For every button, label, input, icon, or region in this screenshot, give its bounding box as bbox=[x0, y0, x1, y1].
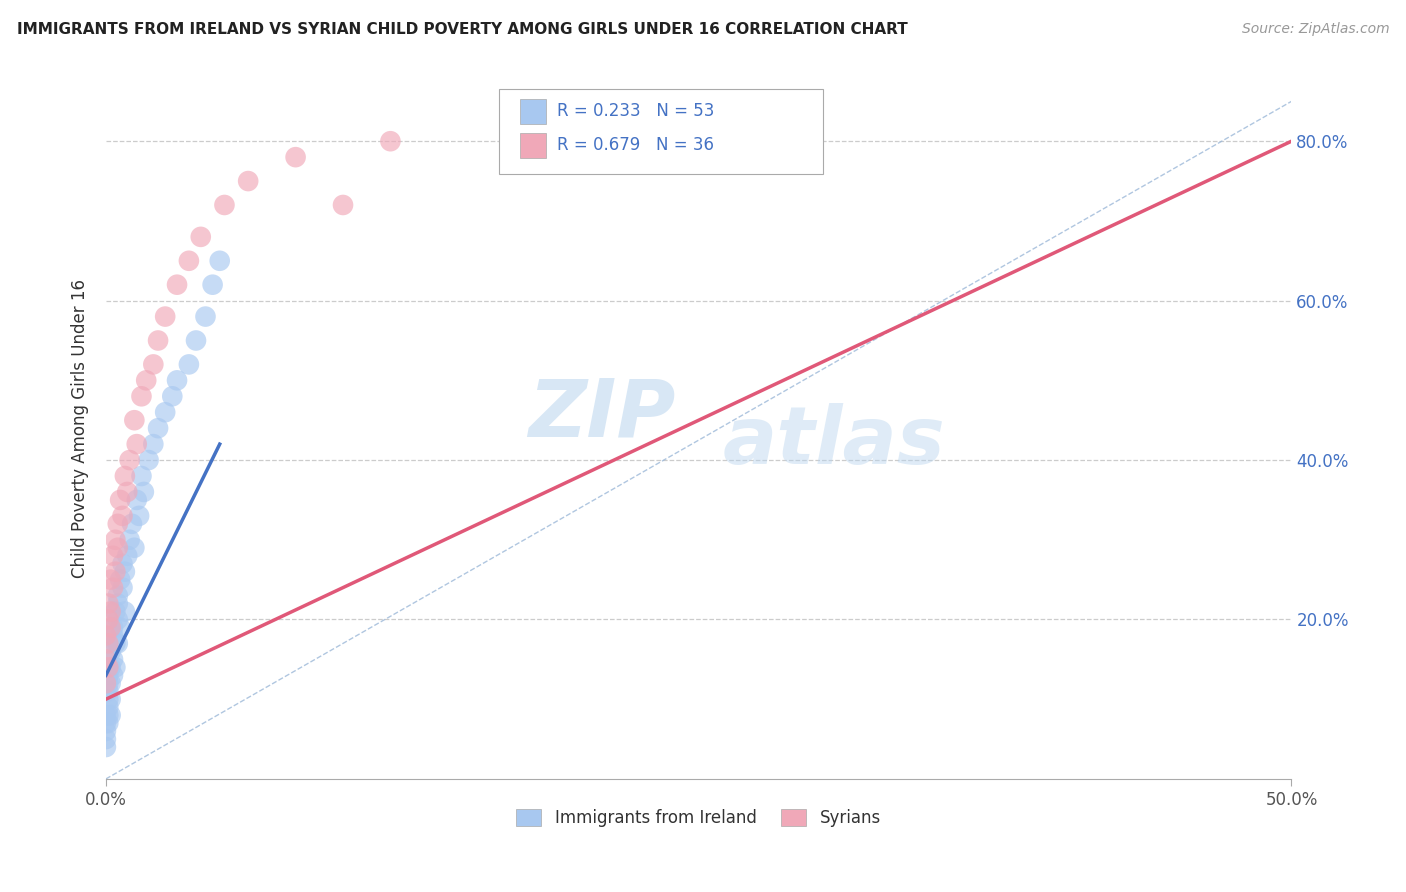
Point bbox=[153, 405, 176, 419]
Point bbox=[332, 198, 354, 212]
Point bbox=[284, 150, 307, 164]
Point bbox=[104, 565, 127, 579]
Point bbox=[108, 620, 131, 634]
Point bbox=[132, 485, 155, 500]
Point bbox=[94, 716, 117, 731]
Point bbox=[131, 469, 153, 483]
Text: IMMIGRANTS FROM IRELAND VS SYRIAN CHILD POVERTY AMONG GIRLS UNDER 16 CORRELATION: IMMIGRANTS FROM IRELAND VS SYRIAN CHILD … bbox=[17, 22, 908, 37]
Point bbox=[142, 358, 165, 372]
Point bbox=[100, 620, 122, 634]
Point bbox=[97, 692, 120, 706]
Text: Source: ZipAtlas.com: Source: ZipAtlas.com bbox=[1241, 22, 1389, 37]
Point bbox=[118, 453, 141, 467]
Point bbox=[94, 652, 117, 666]
Point bbox=[111, 581, 134, 595]
Point bbox=[107, 597, 129, 611]
Point bbox=[107, 589, 129, 603]
Point bbox=[107, 636, 129, 650]
Point bbox=[108, 492, 131, 507]
Point bbox=[100, 573, 122, 587]
Point bbox=[101, 581, 124, 595]
Point bbox=[97, 668, 120, 682]
Text: ZIP: ZIP bbox=[527, 376, 675, 453]
Point bbox=[125, 437, 148, 451]
Point bbox=[146, 334, 169, 348]
Point bbox=[97, 676, 120, 690]
Point bbox=[142, 437, 165, 451]
Point bbox=[97, 708, 120, 723]
Point bbox=[101, 652, 124, 666]
Point bbox=[97, 636, 120, 650]
Point bbox=[101, 628, 124, 642]
Legend: Immigrants from Ireland, Syrians: Immigrants from Ireland, Syrians bbox=[509, 802, 887, 834]
Point bbox=[97, 716, 120, 731]
Point bbox=[104, 660, 127, 674]
Point bbox=[124, 541, 146, 555]
Point bbox=[153, 310, 176, 324]
Text: R = 0.679   N = 36: R = 0.679 N = 36 bbox=[557, 136, 714, 154]
Point bbox=[101, 620, 124, 634]
Point bbox=[97, 612, 120, 626]
Point bbox=[94, 708, 117, 723]
Point bbox=[107, 612, 129, 626]
Point bbox=[138, 453, 160, 467]
Point bbox=[104, 533, 127, 547]
Point bbox=[111, 508, 134, 523]
Point bbox=[100, 676, 122, 690]
Point bbox=[208, 253, 231, 268]
Point bbox=[121, 516, 143, 531]
Point bbox=[117, 485, 139, 500]
Point bbox=[194, 310, 217, 324]
Point bbox=[177, 253, 200, 268]
Text: R = 0.233   N = 53: R = 0.233 N = 53 bbox=[557, 103, 714, 120]
Point bbox=[166, 277, 188, 292]
Y-axis label: Child Poverty Among Girls Under 16: Child Poverty Among Girls Under 16 bbox=[72, 278, 89, 578]
Point bbox=[190, 230, 212, 244]
Point bbox=[118, 533, 141, 547]
Point bbox=[94, 732, 117, 747]
Point bbox=[184, 334, 207, 348]
Point bbox=[214, 198, 236, 212]
Text: atlas: atlas bbox=[723, 403, 945, 481]
Point bbox=[166, 373, 188, 387]
Point bbox=[100, 605, 122, 619]
Point bbox=[94, 628, 117, 642]
Point bbox=[97, 700, 120, 714]
Point bbox=[100, 708, 122, 723]
Point bbox=[108, 573, 131, 587]
Point bbox=[94, 739, 117, 754]
Point bbox=[177, 358, 200, 372]
Point bbox=[101, 549, 124, 563]
Point bbox=[107, 541, 129, 555]
Point bbox=[117, 549, 139, 563]
Point bbox=[97, 660, 120, 674]
Point bbox=[124, 413, 146, 427]
Point bbox=[128, 508, 150, 523]
Point bbox=[114, 605, 136, 619]
Point bbox=[107, 516, 129, 531]
Point bbox=[97, 597, 120, 611]
Point bbox=[135, 373, 157, 387]
Point bbox=[111, 557, 134, 571]
Point bbox=[104, 605, 127, 619]
Point bbox=[100, 644, 122, 658]
Point bbox=[131, 389, 153, 403]
Point bbox=[94, 724, 117, 739]
Point bbox=[101, 668, 124, 682]
Point bbox=[100, 660, 122, 674]
Point bbox=[104, 636, 127, 650]
Point bbox=[201, 277, 224, 292]
Point bbox=[238, 174, 260, 188]
Point bbox=[94, 676, 117, 690]
Point bbox=[380, 134, 402, 148]
Point bbox=[162, 389, 184, 403]
Point bbox=[97, 684, 120, 698]
Point bbox=[100, 692, 122, 706]
Point bbox=[114, 565, 136, 579]
Point bbox=[125, 492, 148, 507]
Point bbox=[114, 469, 136, 483]
Point bbox=[146, 421, 169, 435]
